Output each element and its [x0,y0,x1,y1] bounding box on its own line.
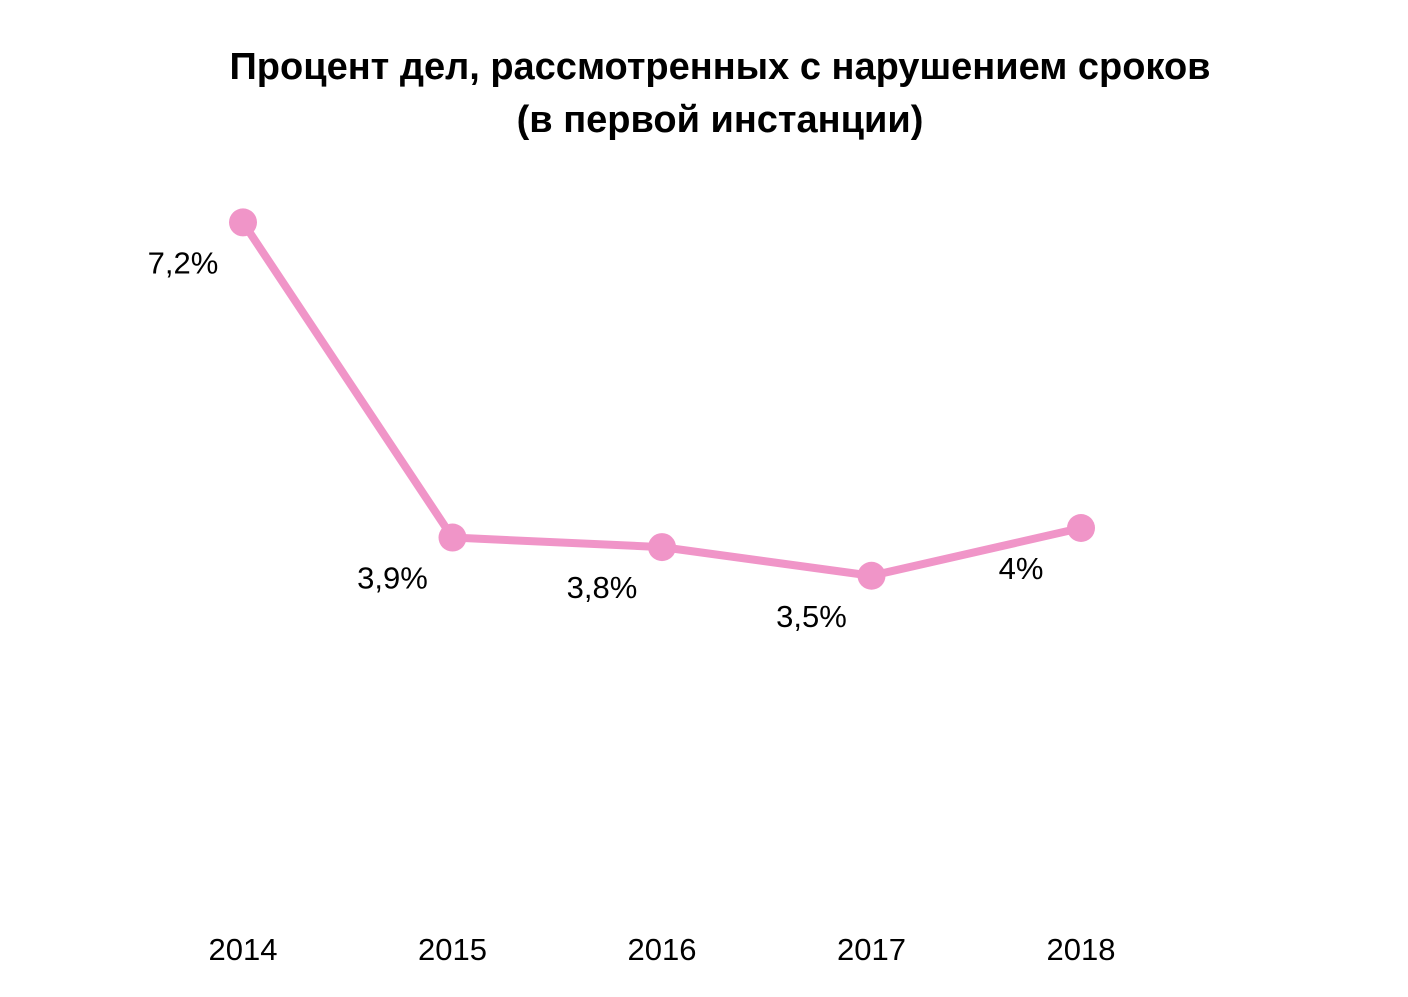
x-tick-label-2015: 2015 [418,932,487,967]
data-label-2018: 4% [999,551,1044,586]
data-label-2016: 3,8% [567,570,638,605]
data-label-2015: 3,9% [357,561,428,596]
series-layer [229,208,1095,590]
data-point-2017[interactable] [857,561,886,590]
x-axis-ticks: 2014 2015 2016 2017 2018 [209,932,1116,967]
series-line [239,218,1085,580]
data-point-2015[interactable] [438,523,467,552]
data-point-2018[interactable] [1067,514,1095,542]
data-label-layer: 7,2% 3,9% 3,8% 3,5% 4% [148,245,1044,633]
data-point-2014[interactable] [229,208,257,237]
x-tick-label-2014: 2014 [209,932,278,967]
data-point-2016[interactable] [648,533,676,562]
chart-title: Процент дел, рассмотренных с нарушением … [229,46,1210,88]
x-tick-label-2017: 2017 [837,932,906,967]
data-label-2017: 3,5% [776,599,847,634]
chart-subtitle: (в первой инстанции) [517,99,924,141]
data-label-2014: 7,2% [148,245,219,280]
x-tick-label-2018: 2018 [1047,932,1116,967]
x-tick-label-2016: 2016 [628,932,697,967]
